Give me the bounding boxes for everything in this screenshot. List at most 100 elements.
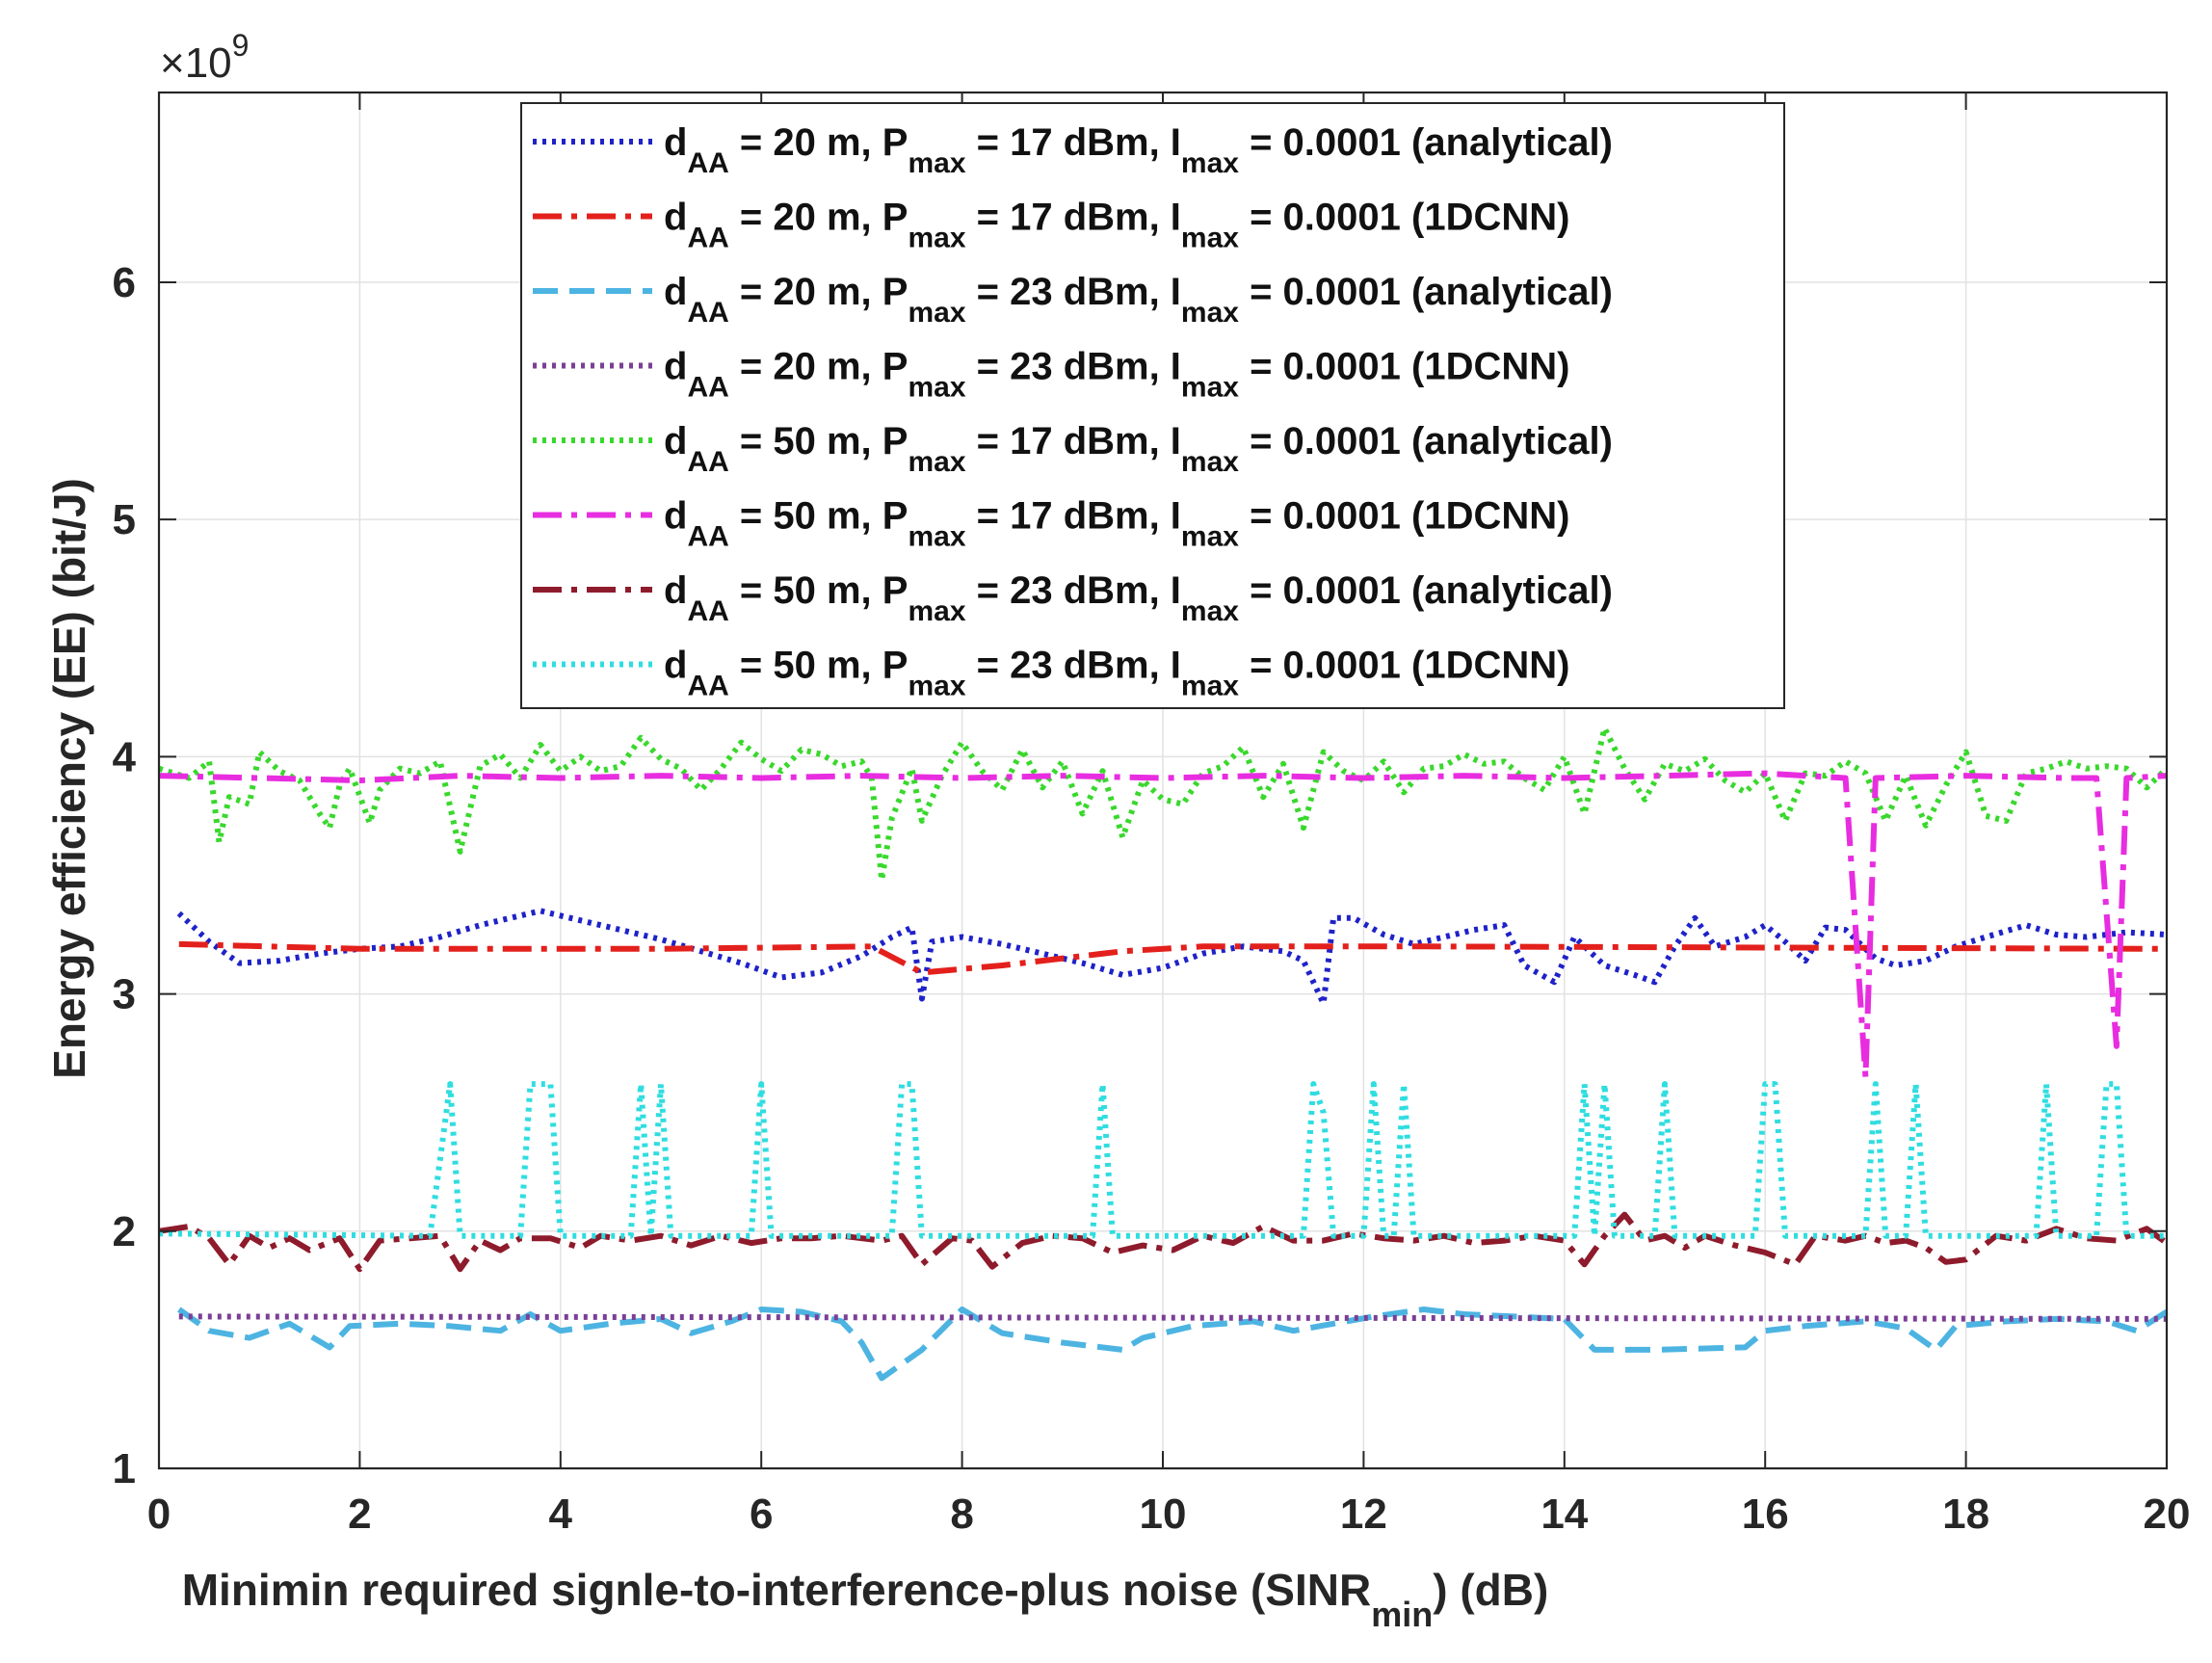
x-tick-label: 6 — [750, 1491, 773, 1538]
legend-label-part: = 0.0001 (analytical) — [1239, 569, 1613, 612]
legend-label-3: dAA = 20 m, Pmax = 23 dBm, Imax = 0.0001… — [664, 271, 1613, 329]
legend-label-part: d — [664, 645, 687, 687]
legend-label-part: = 50 m, P — [729, 645, 908, 687]
legend-label-7: dAA = 50 m, Pmax = 23 dBm, Imax = 0.0001… — [664, 569, 1613, 627]
legend-label-part: AA — [687, 446, 728, 478]
legend-label-part: = 50 m, P — [729, 420, 908, 462]
legend-label-part: max — [1181, 147, 1239, 179]
x-tick-label: 8 — [950, 1491, 973, 1538]
legend-label-part: max — [1181, 521, 1239, 553]
legend-label-part: max — [1181, 223, 1239, 254]
series-line-4 — [178, 1313, 2168, 1322]
series-line-2 — [178, 940, 2168, 976]
legend-label-part: AA — [687, 147, 728, 179]
y-tick-label: 5 — [113, 496, 136, 543]
x-axis-label-sub: min — [1371, 1595, 1433, 1634]
legend-label-part: max — [908, 446, 965, 478]
legend-label-1: dAA = 20 m, Pmax = 17 dBm, Imax = 0.0001… — [664, 121, 1613, 179]
legend-label-part: d — [664, 495, 687, 538]
x-tick-label: 0 — [147, 1491, 171, 1538]
legend-label-part: = 20 m, P — [729, 121, 908, 164]
legend-label-8: dAA = 50 m, Pmax = 23 dBm, Imax = 0.0001… — [664, 645, 1569, 702]
legend-label-part: max — [908, 372, 965, 404]
legend-label-part: = 20 m, P — [729, 346, 908, 388]
x-tick-label: 10 — [1140, 1491, 1187, 1538]
y-tick-label: 6 — [113, 259, 136, 306]
series-line-3 — [177, 1307, 2169, 1382]
legend-label-part: d — [664, 121, 687, 164]
legend-label-part: max — [908, 147, 965, 179]
legend-label-part: max — [1181, 595, 1239, 627]
x-tick-label: 14 — [1540, 1491, 1588, 1538]
legend-label-part: = 23 dBm, I — [966, 645, 1181, 687]
legend-label-part: = 17 dBm, I — [966, 197, 1181, 239]
legend: dAA = 20 m, Pmax = 17 dBm, Imax = 0.0001… — [520, 102, 1785, 709]
x-axis-label: Minimin required signle-to-interference-… — [182, 1565, 1549, 1634]
legend-label-6: dAA = 50 m, Pmax = 17 dBm, Imax = 0.0001… — [664, 495, 1569, 553]
legend-label-part: max — [908, 671, 965, 702]
legend-label-part: = 0.0001 (1DCNN) — [1239, 645, 1569, 687]
y-tick-label: 4 — [113, 733, 137, 780]
x-tick-label: 18 — [1942, 1491, 1989, 1538]
x-tick-label: 12 — [1340, 1491, 1387, 1538]
legend-label-part: d — [664, 569, 687, 612]
legend-label-part: max — [908, 595, 965, 627]
legend-label-part: AA — [687, 372, 728, 404]
legend-label-2: dAA = 20 m, Pmax = 17 dBm, Imax = 0.0001… — [664, 197, 1569, 254]
legend-label-part: max — [908, 521, 965, 553]
y-multiplier-exponent: 9 — [232, 28, 250, 63]
legend-label-part: max — [908, 297, 965, 329]
legend-label-part: = 50 m, P — [729, 569, 908, 612]
legend-label-part: AA — [687, 521, 728, 553]
legend-label-part: AA — [687, 671, 728, 702]
legend-label-part: d — [664, 197, 687, 239]
series-line-5 — [158, 725, 2170, 884]
legend-label-part: = 20 m, P — [729, 271, 908, 313]
legend-label-part: = 0.0001 (analytical) — [1239, 271, 1613, 313]
legend-label-part: = 0.0001 (analytical) — [1239, 121, 1613, 164]
series-line-1 — [176, 908, 2168, 1007]
legend-label-4: dAA = 20 m, Pmax = 23 dBm, Imax = 0.0001… — [664, 346, 1569, 404]
legend-label-part: d — [664, 271, 687, 313]
legend-label-part: = 23 dBm, I — [966, 271, 1181, 313]
legend-label-part: = 23 dBm, I — [966, 569, 1181, 612]
x-axis-label-suffix: ) (dB) — [1433, 1565, 1548, 1615]
legend-label-part: = 0.0001 (1DCNN) — [1239, 346, 1569, 388]
y-tick-label: 2 — [113, 1208, 136, 1255]
legend-label-part: AA — [687, 297, 728, 329]
legend-label-part: = 17 dBm, I — [966, 495, 1181, 538]
x-axis-label-prefix: Minimin required signle-to-interference-… — [182, 1565, 1371, 1615]
legend-label-part: = 0.0001 (analytical) — [1239, 420, 1613, 462]
legend-label-part: d — [664, 420, 687, 462]
x-tick-label: 20 — [2144, 1491, 2191, 1538]
legend-label-part: d — [664, 346, 687, 388]
legend-label-part: = 20 m, P — [729, 197, 908, 239]
series-line-7 — [158, 1211, 2169, 1273]
y-multiplier-base: ×10 — [160, 40, 232, 87]
legend-box — [520, 102, 1785, 709]
legend-label-part: max — [1181, 297, 1239, 329]
legend-label-part: max — [1181, 671, 1239, 702]
series-line-8 — [158, 1081, 2167, 1239]
y-tick-label: 1 — [113, 1445, 136, 1492]
x-tick-label: 4 — [549, 1491, 573, 1538]
legend-label-part: = 23 dBm, I — [966, 346, 1181, 388]
y-axis-label: Energy efficiency (EE) (bit/J) — [44, 478, 94, 1079]
plot-series — [158, 725, 2170, 1382]
x-tick-label: 16 — [1742, 1491, 1789, 1538]
legend-label-part: max — [1181, 372, 1239, 404]
legend-label-part: = 0.0001 (1DCNN) — [1239, 495, 1569, 538]
legend-label-part: max — [1181, 446, 1239, 478]
legend-label-part: = 0.0001 (1DCNN) — [1239, 197, 1569, 239]
series-line-6 — [158, 770, 2168, 1080]
y-multiplier: ×109 — [160, 28, 249, 87]
legend-label-part: AA — [687, 223, 728, 254]
x-tick-label: 2 — [348, 1491, 371, 1538]
y-tick-label: 3 — [113, 971, 136, 1018]
legend-label-part: = 17 dBm, I — [966, 420, 1181, 462]
legend-label-5: dAA = 50 m, Pmax = 17 dBm, Imax = 0.0001… — [664, 420, 1613, 478]
legend-label-part: max — [908, 223, 965, 254]
legend-label-part: = 50 m, P — [729, 495, 908, 538]
